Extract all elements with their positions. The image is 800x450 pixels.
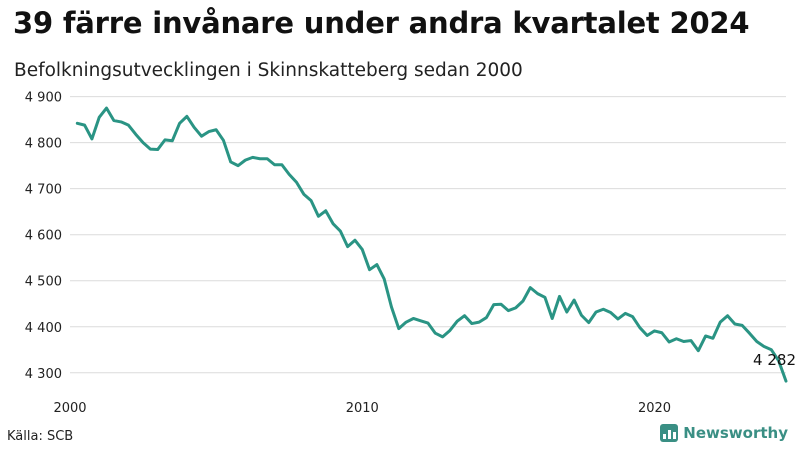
y-tick-label: 4 900 <box>25 91 62 106</box>
source-label: Källa: SCB <box>7 429 74 444</box>
x-axis-ticks: 2000 2010 2020 <box>53 401 671 416</box>
end-value-label: 4 282 <box>753 351 796 369</box>
x-tick-label: 2010 <box>346 401 379 416</box>
chart-title: 39 färre invånare under andra kvartalet … <box>13 6 750 40</box>
x-tick-label: 2000 <box>53 401 86 416</box>
x-tick-label: 2020 <box>638 401 671 416</box>
y-axis-ticks: 4 300 4 400 4 500 4 600 4 700 4 800 4 900 <box>25 91 62 382</box>
y-tick-label: 4 600 <box>25 229 62 244</box>
y-tick-label: 4 800 <box>25 137 62 152</box>
y-tick-label: 4 300 <box>25 367 62 382</box>
brand-name: Newsworthy <box>683 424 788 442</box>
grid-lines <box>70 96 786 374</box>
brand-logo: Newsworthy <box>660 424 788 442</box>
y-tick-label: 4 400 <box>25 321 62 336</box>
y-tick-label: 4 500 <box>25 275 62 290</box>
y-tick-label: 4 700 <box>25 183 62 198</box>
series-line <box>75 106 788 383</box>
bar-chart-icon <box>660 424 679 442</box>
chart-subtitle: Befolkningsutvecklingen i Skinnskatteber… <box>14 60 523 81</box>
